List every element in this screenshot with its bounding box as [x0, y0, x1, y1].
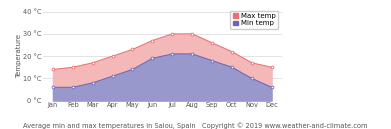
Text: Average min and max temperatures in Salou, Spain   Copyright © 2019 www.weather-: Average min and max temperatures in Salo…: [23, 122, 368, 129]
Point: [129, 68, 136, 70]
Point: [269, 86, 275, 88]
Point: [169, 33, 175, 35]
Point: [269, 66, 275, 68]
Point: [189, 53, 195, 55]
Point: [70, 66, 76, 68]
Point: [229, 51, 235, 53]
Point: [209, 60, 215, 62]
Point: [149, 57, 156, 59]
Point: [109, 75, 116, 77]
Point: [90, 82, 96, 84]
Point: [229, 66, 235, 68]
Point: [50, 68, 56, 70]
Point: [149, 39, 156, 42]
Legend: Max temp, Min temp: Max temp, Min temp: [230, 11, 278, 29]
Point: [90, 62, 96, 64]
Point: [70, 86, 76, 88]
Point: [189, 33, 195, 35]
Point: [169, 53, 175, 55]
Point: [249, 62, 255, 64]
Point: [50, 86, 56, 88]
Y-axis label: Temperature: Temperature: [16, 34, 22, 78]
Point: [249, 77, 255, 79]
Point: [109, 55, 116, 57]
Point: [129, 48, 136, 50]
Point: [209, 42, 215, 44]
